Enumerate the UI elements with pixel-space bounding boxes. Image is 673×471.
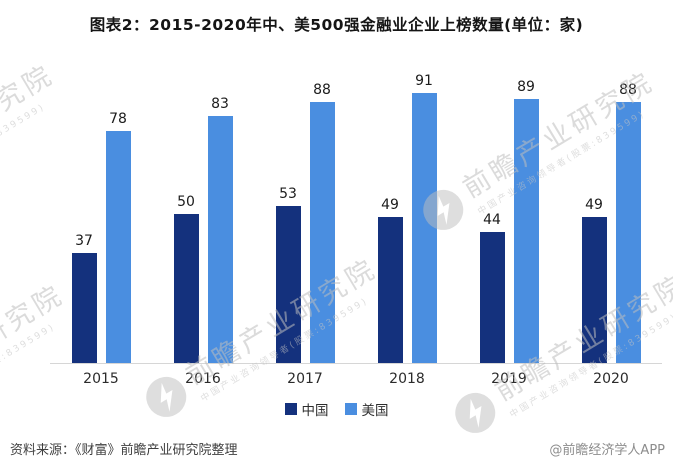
- value-label: 37: [75, 232, 93, 249]
- legend-swatch: [344, 403, 357, 415]
- bar-group: 37 78: [50, 66, 152, 363]
- legend-label: 中国: [301, 403, 329, 419]
- value-label: 78: [109, 110, 127, 127]
- bar-美国-2020: [615, 102, 641, 363]
- x-axis-label: 2015: [83, 371, 119, 387]
- bar-中国-2019: [479, 232, 505, 363]
- x-axis-label: 2017: [287, 371, 323, 387]
- legend: 中国 美国: [0, 399, 673, 419]
- x-axis-label: 2020: [593, 371, 629, 387]
- credit-text: @前瞻经济学人APP: [549, 443, 665, 458]
- value-label: 88: [313, 81, 331, 98]
- x-axis-label: 2016: [185, 371, 221, 387]
- value-label: 50: [177, 193, 195, 210]
- x-axis: 2015 2016 2017 2018 2019 2020: [50, 364, 662, 387]
- value-label: 44: [483, 211, 501, 228]
- bar-中国-2015: [71, 253, 97, 363]
- source-text: 资料来源：《财富》前瞻产业研究院整理: [10, 443, 238, 458]
- bar-美国-2018: [411, 93, 437, 363]
- bar-中国-2018: [377, 217, 403, 363]
- bar-美国-2016: [207, 116, 233, 363]
- legend-swatch: [284, 403, 297, 415]
- value-label: 49: [381, 196, 399, 213]
- bar-美国-2019: [513, 99, 539, 363]
- bar-group: 49 91: [356, 66, 458, 363]
- bar-中国-2020: [581, 217, 607, 363]
- plot-area: 37 78 50 83 53 88 49 91 44 89 49 88: [50, 66, 662, 364]
- bar-美国-2017: [309, 102, 335, 363]
- value-label: 49: [585, 196, 603, 213]
- bar-中国-2017: [275, 206, 301, 363]
- legend-label: 美国: [361, 403, 389, 419]
- bar-group: 53 88: [254, 66, 356, 363]
- bar-中国-2016: [173, 214, 199, 363]
- bar-group: 50 83: [152, 66, 254, 363]
- chart-title: 图表2：2015-2020年中、美500强金融业企业上榜数量(单位：家): [89, 16, 584, 34]
- bar-group: 44 89: [458, 66, 560, 363]
- value-label: 83: [211, 95, 229, 112]
- bar-group: 49 88: [560, 66, 662, 363]
- bar-chart: 37 78 50 83 53 88 49 91 44 89 49 88 2015 2016 2017 201…: [50, 66, 662, 387]
- x-axis-label: 2018: [389, 371, 425, 387]
- legend-item-美国: 美国: [344, 399, 389, 419]
- legend-item-中国: 中国: [284, 399, 329, 419]
- value-label: 53: [279, 185, 297, 202]
- value-label: 91: [415, 72, 433, 89]
- footer: 资料来源：《财富》前瞻产业研究院整理 @前瞻经济学人APP: [10, 439, 665, 458]
- x-axis-label: 2019: [491, 371, 527, 387]
- value-label: 89: [517, 78, 535, 95]
- bar-美国-2015: [105, 131, 131, 363]
- value-label: 88: [619, 81, 637, 98]
